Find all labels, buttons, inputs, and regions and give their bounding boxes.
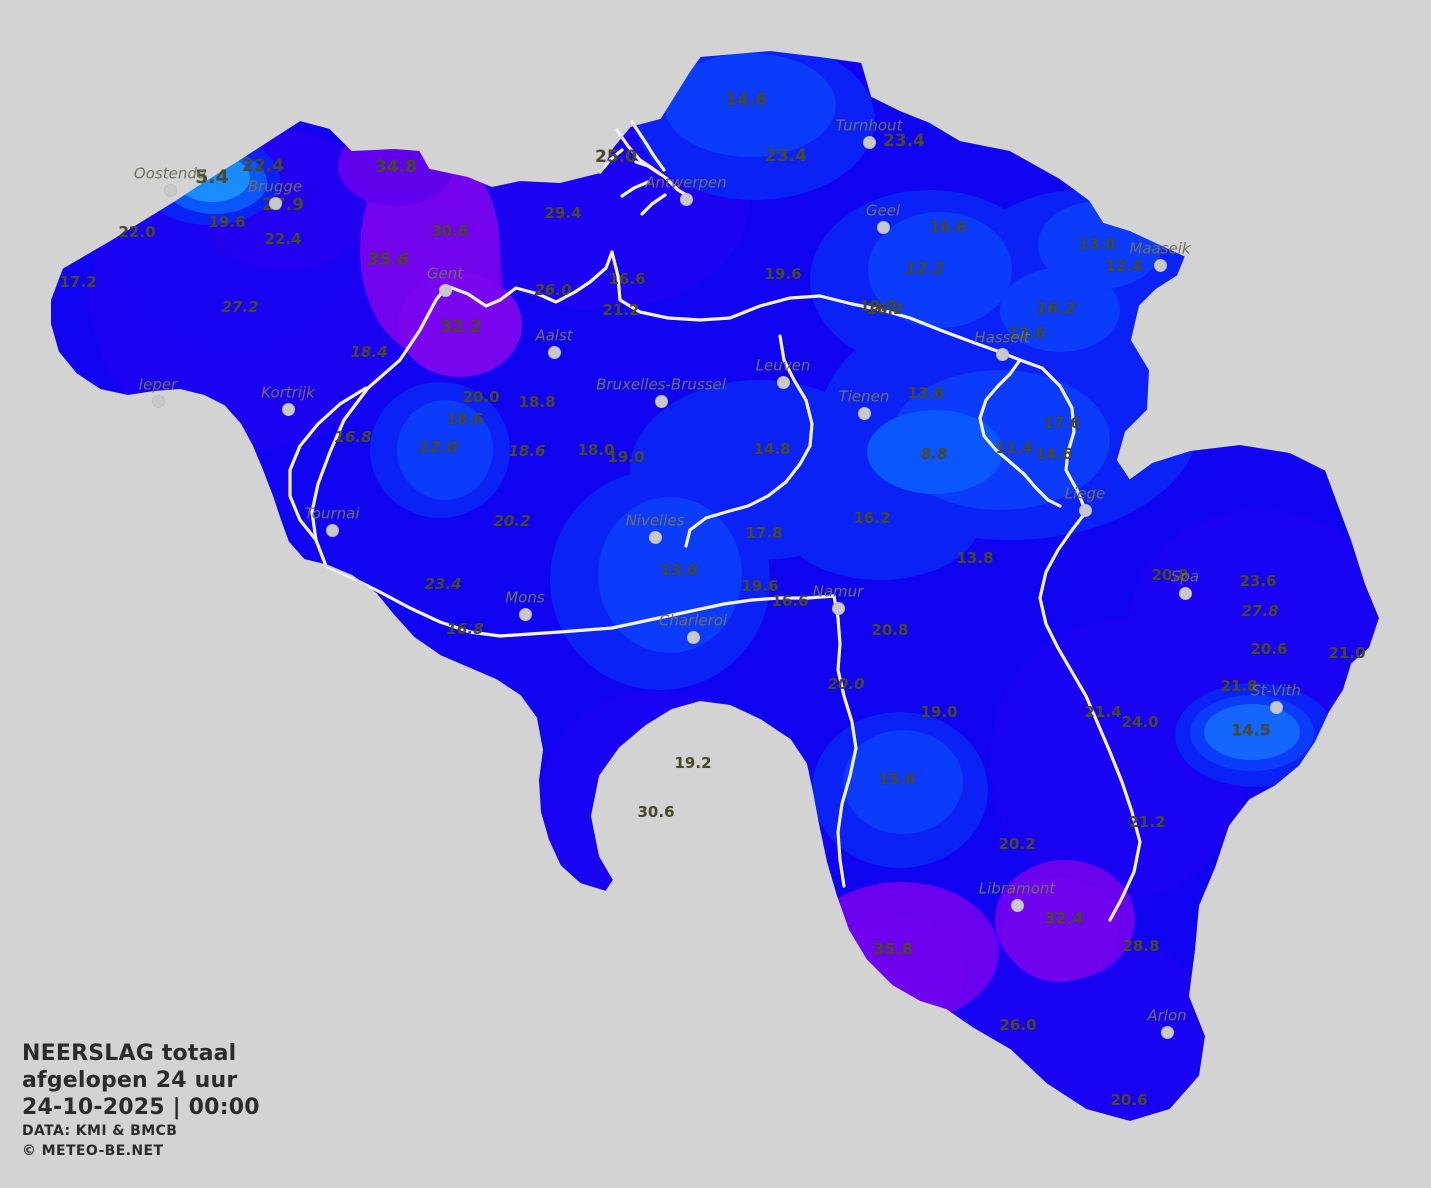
country-outline [49,48,1382,1124]
legend-datetime: 24-10-2025 | 00:00 [22,1095,260,1120]
legend-copyright: © METEO-BE.NET [22,1143,164,1159]
map-legend: NEERSLAG totaal afgelopen 24 uur 24-10-2… [22,1040,260,1161]
legend-data-source: DATA: KMI & BMCB [22,1123,178,1139]
legend-title-line1: NEERSLAG totaal [22,1041,237,1066]
province-borders [288,120,1142,922]
legend-title-line2: afgelopen 24 uur [22,1068,238,1093]
